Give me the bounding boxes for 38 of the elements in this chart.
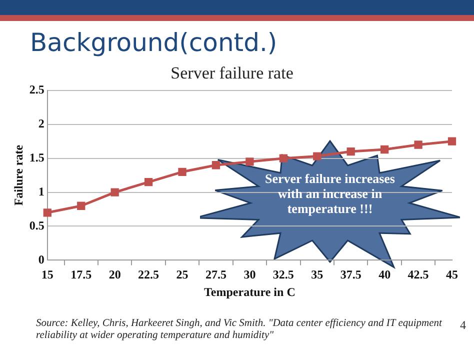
- point: [448, 137, 456, 146]
- x-tick-label: 35: [311, 267, 324, 282]
- x-tick-label: 15: [41, 267, 54, 282]
- y-tick-label: 2.5: [29, 82, 44, 96]
- x-tick-label: 17.5: [70, 267, 92, 282]
- y-tick-label: 0: [38, 252, 44, 266]
- point: [178, 168, 186, 176]
- chart-title: Background(contd.): [30, 28, 278, 57]
- point: [414, 140, 422, 149]
- point: [77, 202, 86, 210]
- point: [246, 158, 254, 166]
- x-axis-title: Temperature in C: [204, 284, 296, 299]
- x-tick-label: 30: [244, 267, 256, 282]
- y-tick-label: 0.5: [29, 218, 44, 232]
- point: [346, 147, 355, 156]
- y-tick-label: 2: [38, 116, 44, 130]
- y-tick-label: 1: [38, 184, 44, 198]
- y-axis-title: Failure rate: [11, 144, 26, 206]
- x-tick-label: 40: [378, 267, 391, 282]
- x-tick-label: 27.5: [205, 267, 226, 282]
- x-tick-label: 45: [446, 267, 458, 282]
- x-tick-label: 25: [176, 267, 188, 282]
- text: 4: [460, 318, 466, 333]
- x-tick-label: 37.5: [340, 267, 362, 282]
- x-tick-label: 20: [108, 267, 121, 282]
- y-tick-label: 1.5: [29, 150, 44, 164]
- chart-subtitle: Server failure rate: [170, 64, 294, 83]
- point: [380, 145, 389, 154]
- x-tick-label: 22.5: [138, 267, 160, 282]
- point: [279, 154, 288, 162]
- x-tick-label: 32.5: [272, 267, 294, 282]
- point: [110, 188, 119, 196]
- point: [212, 161, 220, 170]
- point: [43, 208, 52, 217]
- x-tick-label: 42.5: [408, 267, 429, 282]
- point: [144, 178, 153, 186]
- point: [313, 152, 322, 160]
- source-note: Source: Kelley, Chris, Harkeeret Singh, and Vic Smith. "Data center efficiency and IT equipment reliability at wider operating temperature and humidity": [36, 318, 443, 342]
